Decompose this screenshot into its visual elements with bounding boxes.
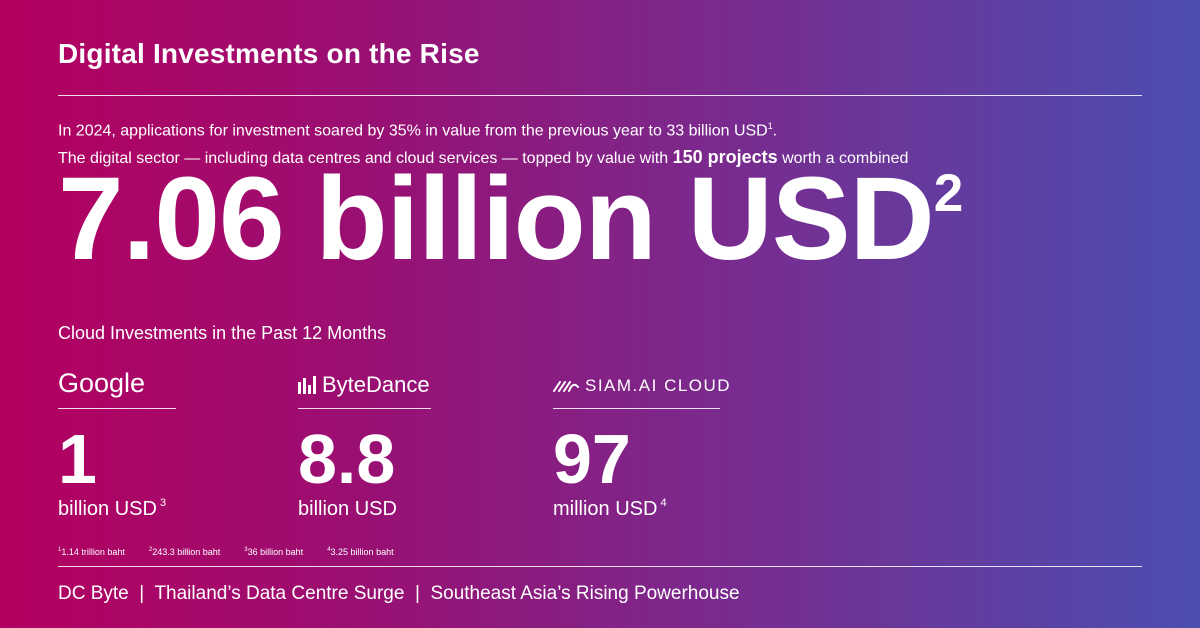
google-value: 1	[58, 420, 97, 498]
bytedance-unit: billion USD	[298, 498, 397, 520]
section-subheading: Cloud Investments in the Past 12 Months	[58, 323, 387, 343]
intro-line-2: The digital sector — including data cent…	[58, 147, 909, 167]
footer-divider	[58, 566, 1142, 567]
bytedance-value: 8.8	[298, 420, 396, 498]
bytedance-logo-icon	[298, 376, 316, 394]
google-divider	[58, 408, 176, 409]
siam-divider	[553, 408, 720, 409]
siam-unit: million USD 4	[553, 497, 667, 520]
footnote-3: 336 billion baht	[244, 547, 304, 557]
page-title: Digital Investments on the Rise	[58, 38, 480, 69]
siam-ai-cloud-logo-icon	[553, 381, 579, 392]
footnote-2: 2243.3 billion baht	[148, 547, 221, 557]
google-unit: billion USD 3	[58, 497, 167, 520]
footnotes: 11.14 trillion baht 2243.3 billion baht …	[58, 547, 394, 557]
footer-text: DC Byte | Thailand’s Data Centre Surge |…	[58, 583, 740, 604]
title-divider	[58, 95, 1142, 96]
bytedance-logo: ByteDance	[298, 372, 430, 398]
siam-value: 97	[553, 420, 631, 498]
intro-line-1: In 2024, applications for investment soa…	[58, 121, 778, 140]
google-logo: Google	[58, 368, 146, 398]
footnote-1: 11.14 trillion baht	[58, 547, 125, 557]
bytedance-divider	[298, 408, 431, 409]
siam-ai-cloud-logo: SIAM.AI CLOUD	[553, 376, 731, 396]
headline-value: 7.06 billion USD2	[58, 153, 963, 285]
footnote-4: 43.25 billion baht	[327, 547, 394, 557]
